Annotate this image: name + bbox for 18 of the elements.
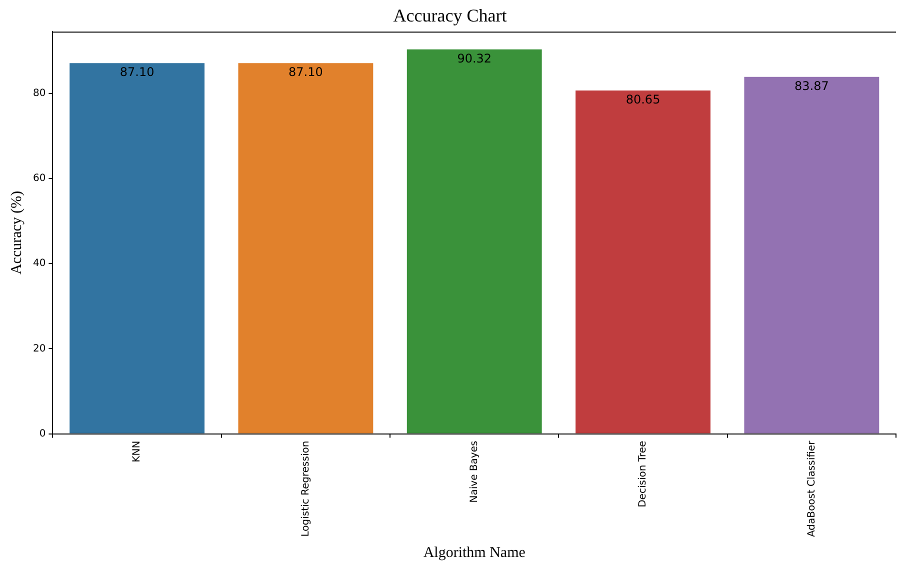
y-tick-label: 0 bbox=[39, 428, 46, 440]
data-label: 87.10 bbox=[120, 65, 154, 80]
y-tick-label: 40 bbox=[32, 258, 46, 270]
x-tick-label: Logistic Regression bbox=[300, 440, 312, 537]
x-axis-title: Algorithm Name bbox=[423, 544, 526, 561]
y-tick-label: 60 bbox=[32, 173, 46, 184]
y-tick-label: 20 bbox=[32, 343, 46, 354]
x-tick-label: Naive Bayes bbox=[468, 440, 480, 503]
x-tick-label: Decision Tree bbox=[638, 440, 649, 508]
data-label: 87.10 bbox=[288, 65, 323, 80]
x-tick-label: KNN bbox=[132, 440, 143, 462]
chart-title: Accuracy Chart bbox=[393, 6, 507, 26]
x-tick-label: AdaBoost Classifier bbox=[806, 440, 818, 538]
data-label: 80.65 bbox=[626, 92, 660, 107]
y-axis-title: Accuracy (%) bbox=[8, 190, 25, 275]
y-tick-label: 80 bbox=[32, 88, 46, 99]
data-label: 83.87 bbox=[794, 78, 829, 93]
data-label: 90.32 bbox=[457, 52, 492, 66]
